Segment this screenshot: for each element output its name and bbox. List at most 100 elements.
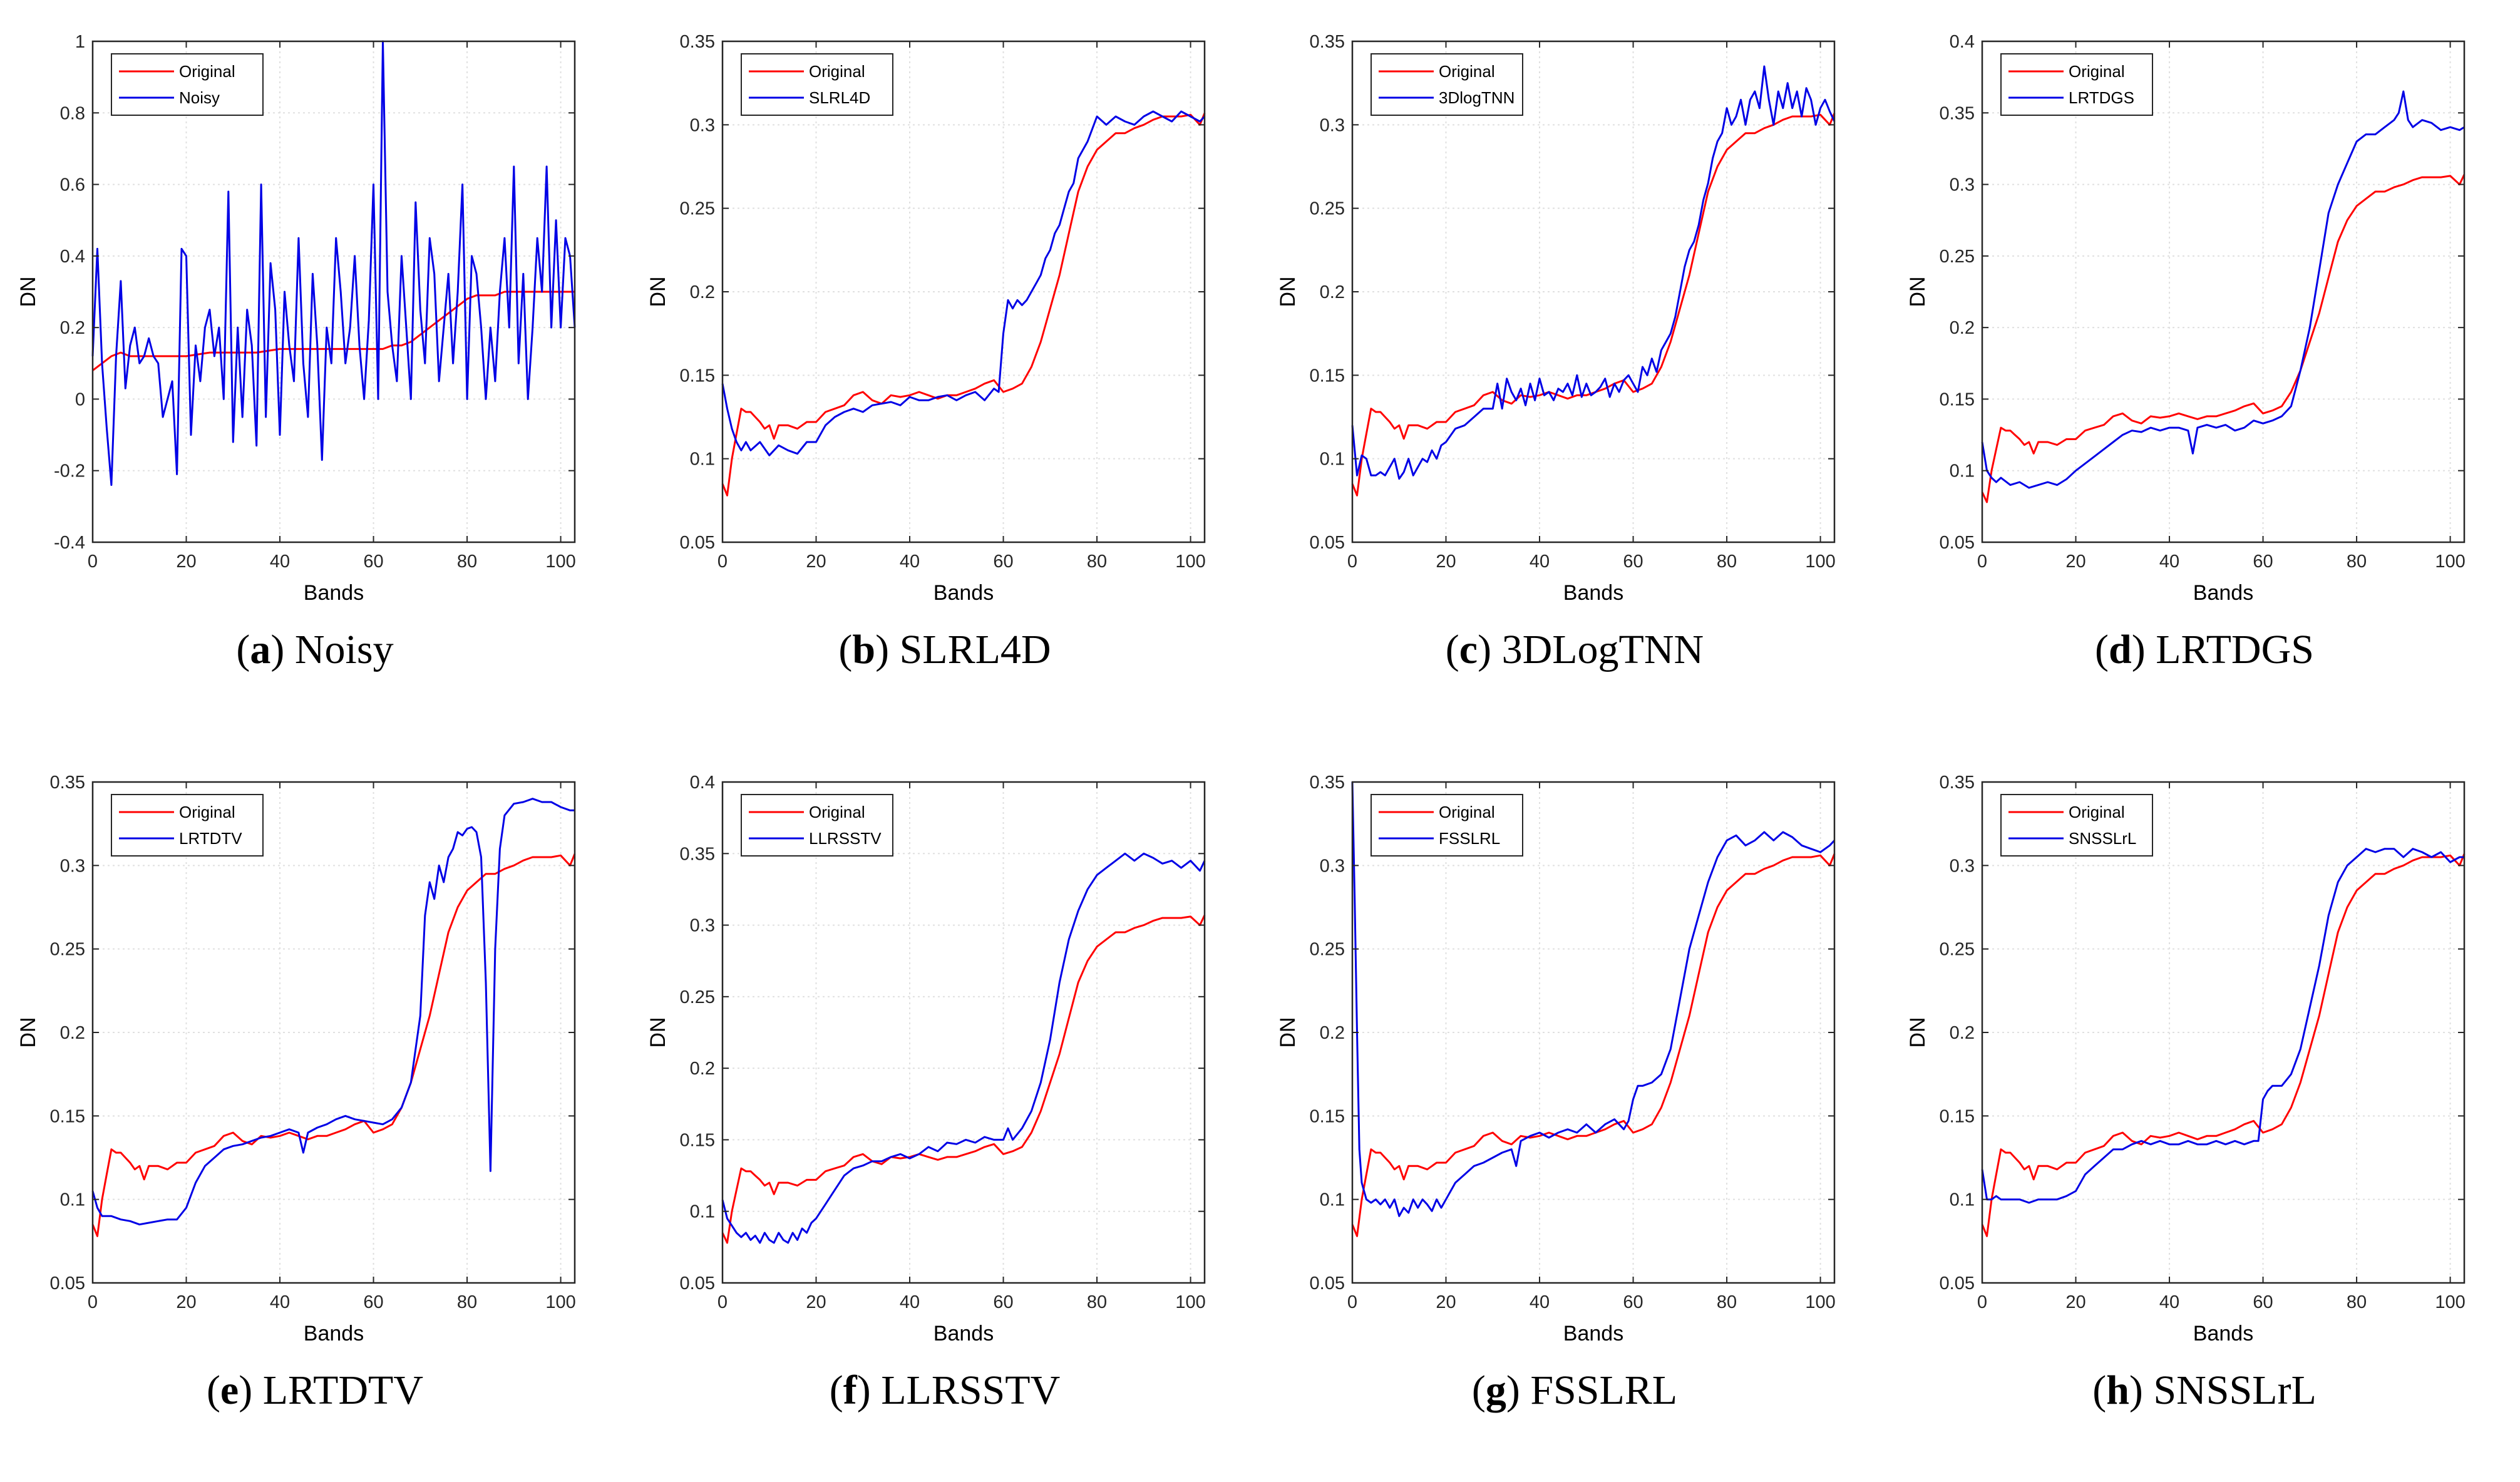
panel-letter: (e)	[206, 1367, 263, 1413]
legend-label: SNSSLrL	[2069, 829, 2136, 848]
x-axis-label: Bands	[304, 1322, 364, 1346]
chart-svg: 0 20 40 60 80 100 0.05 0.1 0.15 0.2 0.25 0.3 0.35 Ban…	[646, 32, 1206, 605]
legend-box	[741, 53, 893, 116]
panel-caption: (c) 3DLogTNN	[1260, 626, 1890, 674]
plot-area	[723, 782, 1205, 1283]
legend-box	[111, 53, 264, 116]
panel-title: Noisy	[294, 627, 394, 672]
y-tick-label: 0.15	[50, 1106, 85, 1126]
y-tick-label: 0.25	[1940, 247, 1975, 267]
legend-box	[111, 794, 264, 857]
x-axis-label: Bands	[304, 581, 364, 605]
chart-panel-b: 0 20 40 60 80 100 0.05 0.1 0.15 0.2 0.25 0.3 0.35 Ban…	[630, 0, 1260, 741]
y-tick-label: 0.35	[1940, 103, 1975, 123]
x-tick-label: 40	[900, 552, 920, 572]
y-tick-label: 0.15	[1310, 366, 1345, 386]
axes-box	[1981, 40, 2466, 543]
x-tick-label: 40	[270, 1292, 290, 1312]
y-tick-label: 0.15	[680, 366, 715, 386]
y-axis-label: DN	[1276, 1017, 1300, 1047]
y-tick-label: 1	[75, 32, 85, 52]
y-tick-label: 0.3	[1950, 856, 1975, 876]
y-tick-label: 0.2	[690, 282, 715, 302]
y-axis-label: DN	[1276, 276, 1300, 307]
x-tick-label: 60	[2253, 1292, 2273, 1312]
x-tick-label: 100	[1175, 1292, 1205, 1312]
x-tick-label: 80	[1717, 1292, 1737, 1312]
y-tick-label: 0.25	[50, 940, 85, 960]
y-tick-label: 0.15	[1940, 1106, 1975, 1126]
chart-svg: 0 20 40 60 80 100 0.05 0.1 0.15 0.2 0.25 0.3 0.35 Ban…	[1906, 773, 2466, 1346]
legend-box	[2000, 794, 2153, 857]
series-line-original	[721, 914, 1206, 1244]
x-tick-label: 80	[457, 1292, 477, 1312]
chart-panel-f: 0 20 40 60 80 100 0.05 0.1 0.15 0.2 0.25 0.3 0.35 0.4…	[630, 741, 1260, 1481]
legend-label: Original	[2069, 803, 2125, 821]
x-tick-label: 100	[1805, 1292, 1835, 1312]
y-tick-label: 0.15	[1940, 389, 1975, 409]
y-tick-label: 0.05	[1310, 533, 1345, 553]
series-line-slrl4d	[721, 110, 1206, 456]
chart-svg: 0 20 40 60 80 100 0.05 0.1 0.15 0.2 0.25 0.3 0.35 0.4…	[646, 773, 1206, 1346]
axes-box	[91, 40, 576, 543]
x-tick-label: 60	[993, 1292, 1013, 1312]
panel-letter: (b)	[838, 627, 900, 672]
y-tick-label: 0.4	[1950, 32, 1975, 52]
y-tick-label: 0.1	[1950, 461, 1975, 481]
chart-svg: 0 20 40 60 80 100 0.05 0.1 0.15 0.2 0.25 0.3 0.35 Ban…	[16, 773, 576, 1346]
x-tick-label: 40	[900, 1292, 920, 1312]
x-axis-label: Bands	[1563, 1322, 1623, 1346]
panel-caption: (g) FSSLRL	[1260, 1367, 1890, 1414]
x-tick-label: 0	[1347, 552, 1357, 572]
y-tick-label: 0.15	[1310, 1106, 1345, 1126]
series-line-original	[1981, 853, 2466, 1237]
axes-box	[721, 781, 1206, 1284]
chart-panel-a: 0 20 40 60 80 100 -0.4 -0.2 0 0.2 0.4 0.6 0.8 1 Bands D…	[0, 0, 630, 741]
x-tick-label: 40	[2159, 1292, 2179, 1312]
chart-panel-h: 0 20 40 60 80 100 0.05 0.1 0.15 0.2 0.25 0.3 0.35 Ban…	[1890, 741, 2519, 1481]
y-tick-label: 0.05	[1310, 1274, 1345, 1294]
panel-title: FSSLRL	[1530, 1367, 1678, 1413]
y-tick-label: 0.3	[690, 916, 715, 936]
panel-title: 3DLogTNN	[1501, 627, 1704, 672]
x-tick-label: 40	[270, 552, 290, 572]
panel-letter: (h)	[2092, 1367, 2154, 1413]
series-line-original	[721, 113, 1206, 497]
x-tick-label: 100	[545, 552, 575, 572]
series-line-original	[1351, 113, 1836, 497]
y-tick-label: 0.25	[1310, 940, 1345, 960]
legend-label: SLRL4D	[809, 88, 870, 107]
y-tick-label: 0.05	[680, 1274, 715, 1294]
panel-caption: (h) SNSSLrL	[1890, 1367, 2519, 1414]
y-tick-label: 0.25	[1940, 940, 1975, 960]
x-tick-label: 40	[1530, 552, 1550, 572]
panel-title: LRTDTV	[262, 1367, 424, 1413]
series-line-llrsstv	[721, 852, 1206, 1244]
x-tick-label: 60	[363, 1292, 383, 1312]
y-tick-label: 0.6	[60, 175, 85, 195]
legend-label: Original	[809, 62, 865, 81]
chart-panel-g: 0 20 40 60 80 100 0.05 0.1 0.15 0.2 0.25 0.3 0.35 Ban…	[1260, 741, 1890, 1481]
panel-title: LRTDGS	[2156, 627, 2314, 672]
x-tick-label: 0	[1977, 552, 1987, 572]
y-tick-label: 0.2	[1950, 1023, 1975, 1043]
y-tick-label: 0.15	[680, 1130, 715, 1150]
legend-label: Original	[1439, 803, 1495, 821]
x-tick-label: 100	[1805, 552, 1835, 572]
y-tick-label: 0.35	[1940, 773, 1975, 793]
x-tick-label: 20	[176, 1292, 196, 1312]
y-tick-label: 0.2	[60, 318, 85, 338]
legend-box	[741, 794, 893, 857]
y-tick-label: 0.25	[680, 987, 715, 1007]
y-tick-label: 0.3	[690, 115, 715, 135]
panel-caption: (b) SLRL4D	[630, 626, 1260, 674]
y-tick-label: 0.05	[1940, 1274, 1975, 1294]
y-axis-label: DN	[646, 276, 670, 307]
legend-label: Original	[2069, 62, 2125, 81]
x-tick-label: 80	[1087, 1292, 1107, 1312]
x-tick-label: 80	[457, 552, 477, 572]
y-tick-label: 0.1	[1320, 450, 1345, 470]
y-tick-label: 0.2	[1320, 282, 1345, 302]
y-tick-label: 0.2	[1950, 318, 1975, 338]
x-tick-label: 80	[2347, 552, 2367, 572]
